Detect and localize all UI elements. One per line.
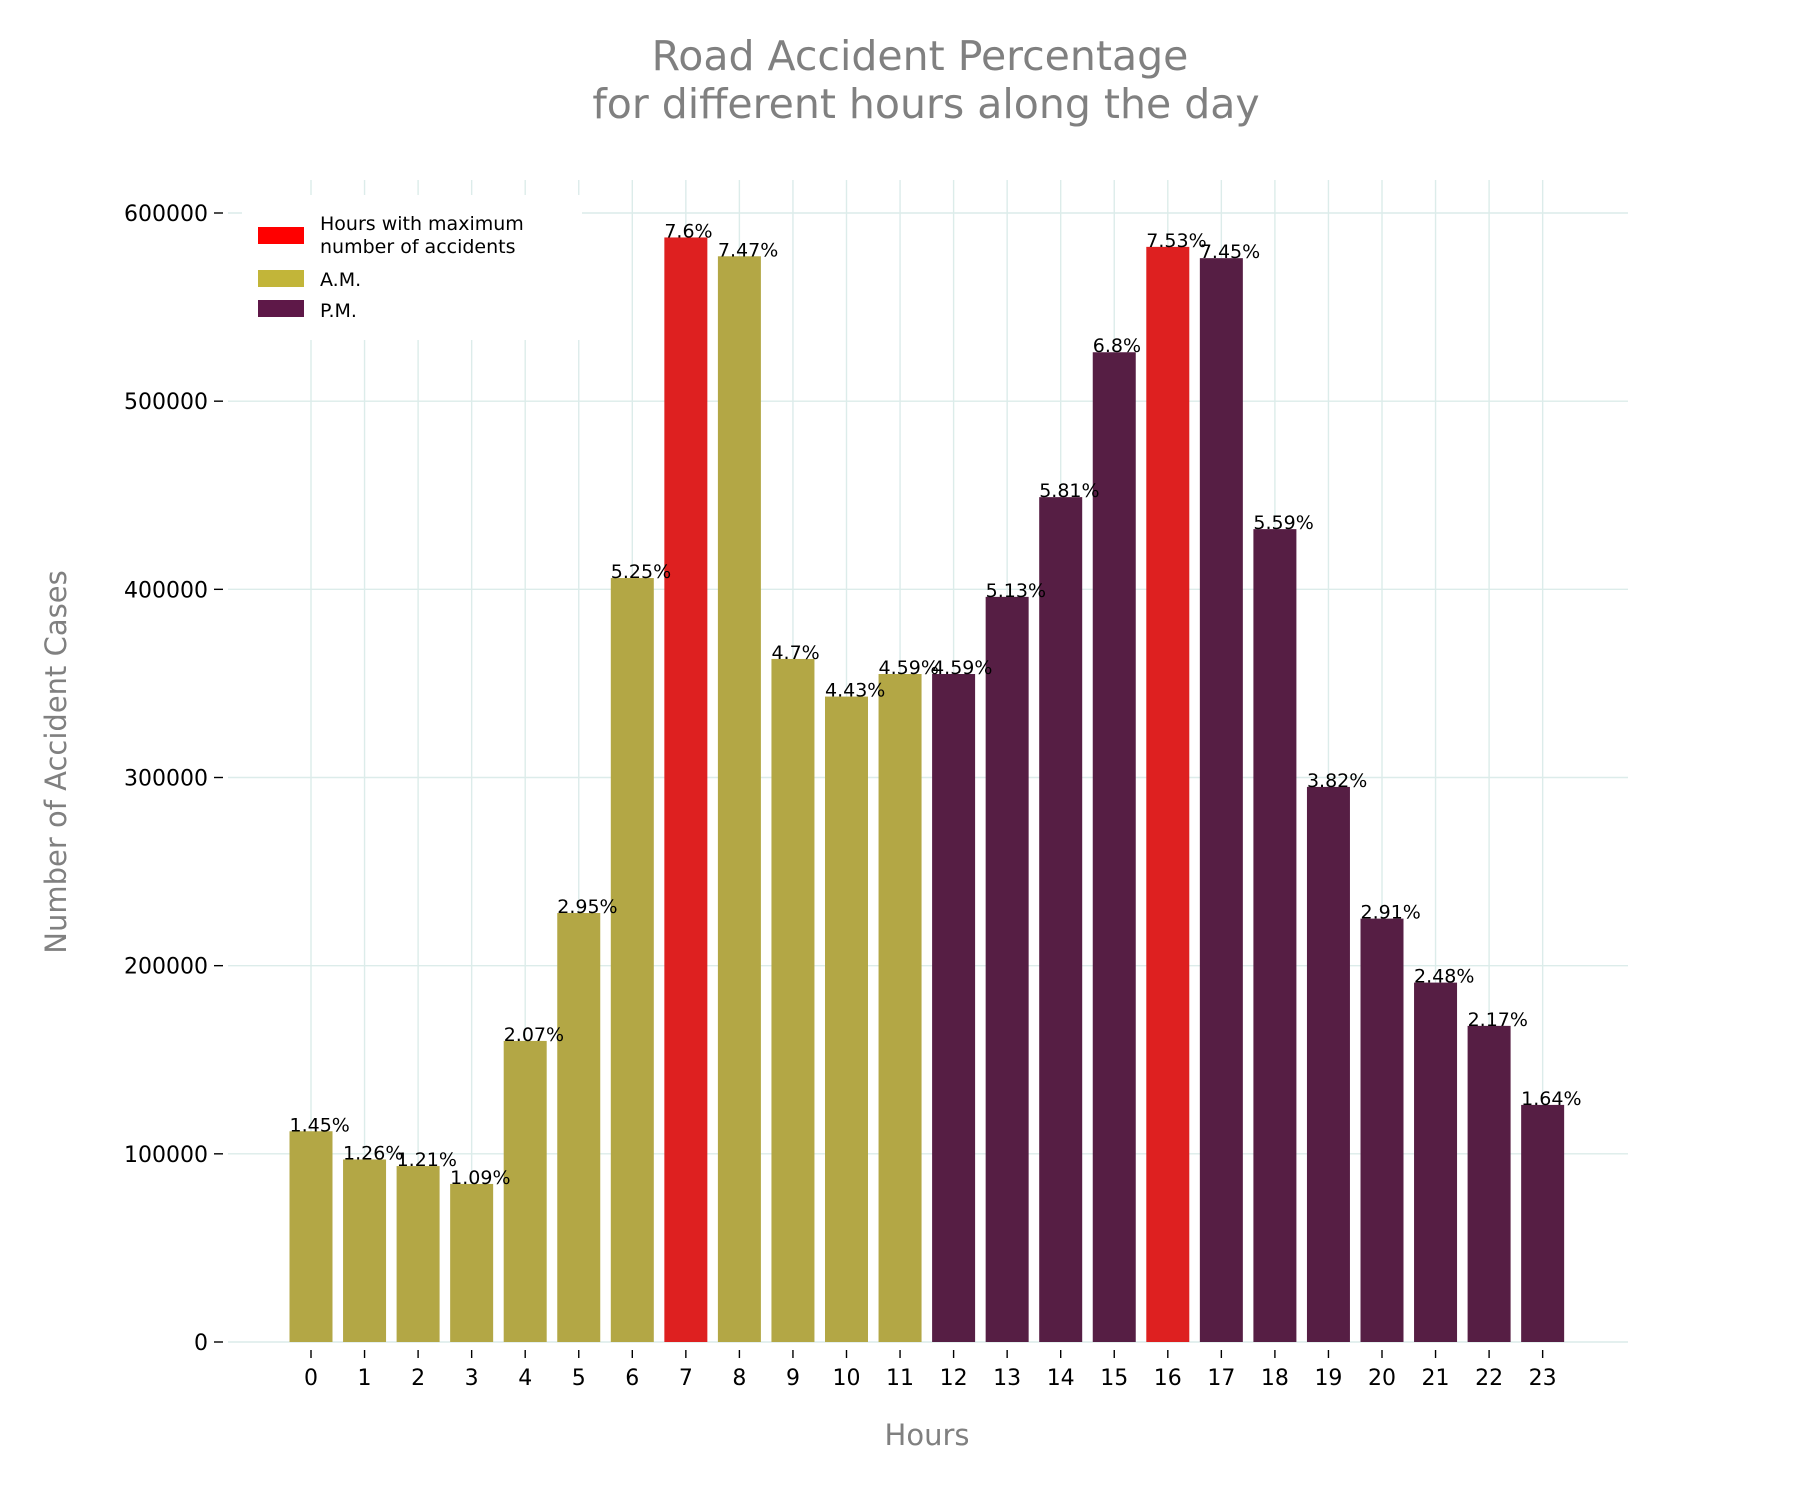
- x-tick-label: 6: [625, 1366, 639, 1391]
- x-tick-label: 22: [1475, 1366, 1503, 1391]
- x-tick-label: 14: [1047, 1366, 1075, 1391]
- x-tick-label: 1: [358, 1366, 372, 1391]
- bar-hour-5: [557, 912, 601, 1342]
- x-tick-label: 16: [1154, 1366, 1182, 1391]
- legend-label: A.M.: [320, 269, 361, 291]
- legend-swatch: [258, 300, 304, 317]
- bar-hour-14: [1039, 497, 1083, 1342]
- y-tick-label: 200000: [124, 955, 208, 980]
- y-tick-label: 100000: [124, 1143, 208, 1168]
- bar-hour-13: [985, 596, 1029, 1342]
- legend-label: Hours with maximum: [320, 213, 524, 235]
- bar-percent-label: 1.26%: [343, 1142, 403, 1164]
- y-tick-label: 300000: [124, 767, 208, 792]
- chart-title-line-2: for different hours along the day: [592, 80, 1259, 128]
- bar-percent-label: 5.81%: [1039, 480, 1099, 502]
- chart-title-line-1: Road Accident Percentage: [652, 32, 1189, 80]
- bar-percent-label: 5.13%: [986, 580, 1046, 602]
- x-tick-label: 7: [679, 1366, 693, 1391]
- bars: [289, 237, 1565, 1342]
- bar-hour-4: [503, 1040, 547, 1342]
- bar-percent-label: 5.25%: [611, 561, 671, 583]
- x-tick-label: 20: [1368, 1366, 1396, 1391]
- bar-hour-21: [1414, 982, 1458, 1342]
- bar-percent-label: 1.21%: [397, 1149, 457, 1171]
- y-tick-label: 600000: [124, 202, 208, 227]
- bar-hour-10: [825, 696, 868, 1342]
- bar-labels: 1.45% 1.26%1.21%1.09% 2.07% 2.95% 5.25% 7.6% 7…: [290, 220, 1582, 1188]
- bar-percent-label: 3.82%: [1307, 770, 1367, 792]
- bar-hour-23: [1521, 1104, 1565, 1342]
- bar-hour-20: [1360, 918, 1404, 1342]
- bar-percent-label: 7.53%: [1146, 230, 1206, 252]
- x-tick-label: 17: [1207, 1366, 1235, 1391]
- bar-percent-label: 1.09%: [450, 1167, 510, 1189]
- x-tick-label: 13: [993, 1366, 1021, 1391]
- bar-hour-15: [1092, 352, 1136, 1342]
- bar-percent-label: 7.45%: [1200, 241, 1260, 263]
- bar-hour-12: [932, 674, 976, 1342]
- x-tick-label: 18: [1261, 1366, 1289, 1391]
- x-axis-label: Hours: [885, 1418, 970, 1452]
- x-axis: 0 1 2 3 4 5 6 7 8 9 10 11 12 13 14 15 16 17 18 19 20 21 22 23: [304, 1350, 1557, 1391]
- legend-label: P.M.: [320, 300, 357, 322]
- y-tick-label: 500000: [124, 390, 208, 415]
- bar-hour-3: [450, 1183, 494, 1342]
- x-tick-label: 23: [1529, 1366, 1557, 1391]
- legend-swatch: [258, 227, 304, 244]
- x-tick-label: 5: [572, 1366, 586, 1391]
- bar-percent-label: 2.17%: [1468, 1009, 1528, 1031]
- x-tick-label: 21: [1422, 1366, 1450, 1391]
- x-tick-label: 15: [1100, 1366, 1128, 1391]
- bar-hour-19: [1306, 786, 1350, 1342]
- bar-percent-label: 1.45%: [290, 1114, 350, 1136]
- x-tick-label: 2: [411, 1366, 425, 1391]
- y-axis-label: Number of Accident Cases: [39, 570, 73, 953]
- bar-hour-6: [610, 578, 654, 1342]
- bar-hour-17: [1199, 258, 1243, 1342]
- x-tick-label: 10: [833, 1366, 861, 1391]
- bar-hour-22: [1467, 1025, 1511, 1342]
- bar-percent-label: 6.8%: [1093, 335, 1141, 357]
- bar-hour-18: [1253, 529, 1297, 1342]
- bar-percent-label: 5.59%: [1253, 512, 1313, 534]
- x-tick-label: 4: [518, 1366, 532, 1391]
- x-tick-label: 12: [940, 1366, 968, 1391]
- x-tick-label: 19: [1314, 1366, 1342, 1391]
- bar-hour-11: [878, 674, 922, 1342]
- y-tick-label: 0: [194, 1331, 208, 1356]
- x-tick-label: 9: [786, 1366, 800, 1391]
- bar-hour-0: [289, 1131, 333, 1342]
- bar-percent-label: 7.6%: [664, 220, 712, 242]
- x-tick-label: 11: [886, 1366, 914, 1391]
- legend-swatch: [258, 270, 304, 287]
- bar-percent-label: 2.91%: [1361, 902, 1421, 924]
- x-tick-label: 8: [732, 1366, 746, 1391]
- bar-percent-label: 7.47%: [718, 239, 778, 261]
- y-axis: 0 100000 200000 300000 400000 500000 600000: [124, 202, 223, 1356]
- bar-percent-label: 4.59%: [879, 657, 939, 679]
- bar-hour-1: [343, 1159, 387, 1342]
- x-tick-label: 3: [465, 1366, 479, 1391]
- legend-label: number of accidents: [320, 236, 516, 258]
- bar-percent-label: 2.48%: [1414, 966, 1474, 988]
- bar-percent-label: 2.07%: [504, 1024, 564, 1046]
- bar-hour-9: [771, 658, 815, 1342]
- bar-percent-label: 2.95%: [557, 896, 617, 918]
- bar-percent-label: 1.64%: [1521, 1088, 1581, 1110]
- bar-hour-8: [717, 256, 761, 1342]
- bar-hour-2: [396, 1166, 440, 1342]
- bar-hour-16: [1146, 246, 1190, 1342]
- y-tick-label: 400000: [124, 578, 208, 603]
- bar-hour-7: [664, 237, 708, 1342]
- bar-percent-label: 4.7%: [771, 642, 819, 664]
- bar-percent-label: 4.59%: [932, 657, 992, 679]
- x-tick-label: 0: [304, 1366, 318, 1391]
- bar-percent-label: 4.43%: [825, 680, 885, 702]
